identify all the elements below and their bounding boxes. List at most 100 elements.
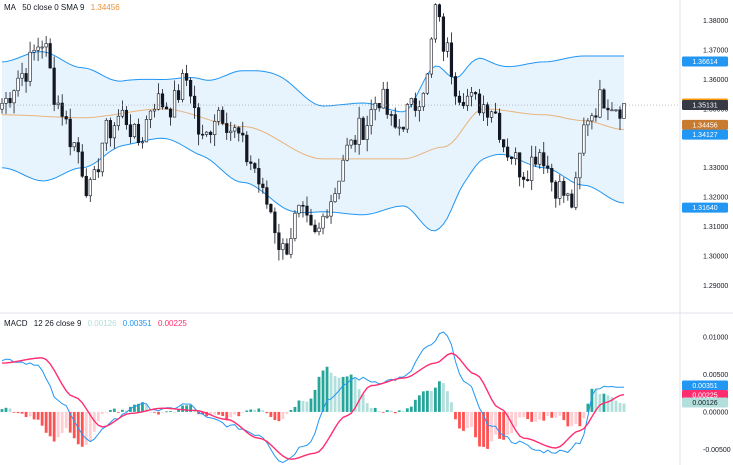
candle-body: [28, 51, 32, 82]
macd-histogram-bar: [530, 411, 534, 422]
macd-histogram-bar: [365, 403, 369, 412]
price-tag: [682, 56, 728, 67]
macd-histogram-bar: [361, 394, 365, 412]
macd-histogram-bar: [169, 410, 172, 412]
macd-histogram-bar: [401, 410, 405, 412]
candle-body: [586, 120, 590, 126]
candle-body: [574, 177, 578, 208]
candle-body: [562, 181, 566, 196]
candle-body: [598, 89, 602, 118]
macd-histogram-bar: [100, 411, 104, 415]
candle-body: [68, 118, 72, 148]
macd-histogram-bar: [333, 376, 337, 412]
macd-histogram-bar: [413, 399, 417, 412]
macd-histogram-bar: [165, 411, 168, 413]
candle-body: [44, 43, 48, 48]
macd-histogram-bar: [64, 411, 68, 429]
macd-histogram-bar: [213, 411, 217, 415]
candle-body: [321, 215, 325, 229]
macd-histogram-bar: [526, 411, 530, 420]
candle-body: [457, 95, 462, 103]
candle-body: [277, 232, 281, 250]
macd-histogram-bar: [301, 400, 305, 412]
macd-histogram-bar: [337, 377, 341, 412]
macd-histogram-bar: [84, 411, 88, 445]
candle-body: [52, 67, 56, 105]
macd-histogram-bar: [582, 411, 586, 419]
candle-body: [164, 106, 169, 110]
macd-histogram-bar: [249, 409, 253, 412]
candle-body: [502, 139, 506, 148]
macd-axis[interactable]: 0.01000 0.00500 0.00000 -0.00500 0.00351 0.00…: [682, 334, 731, 454]
macd-line: [1, 331, 625, 464]
macd-histogram-bar: [558, 411, 562, 416]
macd-pane[interactable]: [0, 331, 626, 464]
candle-body: [273, 211, 277, 234]
candle-body: [590, 115, 594, 122]
candle-body: [425, 73, 429, 94]
candle-body: [96, 169, 100, 173]
candle-body: [193, 95, 197, 108]
candle-body: [582, 124, 586, 154]
candle-body: [172, 90, 177, 118]
macd-histogram-bar: [542, 411, 546, 421]
candle-body: [160, 93, 165, 108]
macd-histogram-bar: [309, 398, 313, 412]
candle-body: [301, 204, 305, 207]
candle-body: [205, 131, 209, 135]
macd-histogram-bar: [229, 411, 233, 418]
macd-histogram-bar: [225, 411, 229, 421]
candle-body: [245, 134, 249, 163]
macd-histogram-bar: [28, 411, 32, 417]
price-pane[interactable]: [0, 3, 680, 261]
macd-histogram-bar: [341, 376, 345, 412]
price-tick-label: 1.33000: [703, 165, 728, 172]
candle-body: [389, 114, 393, 116]
macd-histogram-bar: [409, 406, 413, 412]
bollinger-upper-line: [1, 51, 624, 113]
macd-histogram-bar: [257, 408, 261, 412]
candle-body: [377, 102, 381, 109]
candle-body: [373, 102, 377, 110]
candle-body: [485, 104, 490, 118]
macd-histogram-bar: [24, 411, 28, 418]
macd-histogram-bar: [381, 411, 385, 413]
macd-histogram-bar: [373, 407, 377, 412]
macd-histogram-bar: [594, 388, 598, 412]
macd-legend-macd-value: 0.00351: [122, 319, 152, 328]
macd-histogram-bar: [498, 411, 501, 439]
macd-histogram-bar: [112, 408, 116, 412]
candle-body: [606, 107, 610, 111]
candle-body: [337, 180, 341, 194]
macd-histogram-bar: [104, 411, 108, 413]
candle-body: [437, 4, 442, 18]
price-tag-label: 1.36614: [692, 59, 717, 66]
macd-tick-label: 0.01000: [703, 334, 728, 341]
macd-histogram-bar: [454, 411, 457, 420]
price-axis[interactable]: 1.380001.370001.360001.350001.330001.320…: [682, 18, 728, 290]
macd-histogram-bar: [574, 411, 578, 424]
candle-body: [317, 227, 321, 233]
candle-body: [614, 109, 618, 112]
macd-histogram-bar: [293, 406, 297, 412]
macd-histogram-bar: [253, 409, 257, 412]
candle-body: [209, 131, 213, 136]
candle-body: [453, 76, 458, 97]
macd-value-tag: [682, 397, 728, 408]
macd-tick-label: -0.00500: [703, 447, 731, 454]
macd-histogram-bar: [614, 400, 618, 412]
macd-histogram-bar: [421, 391, 425, 412]
macd-histogram-bar: [506, 411, 510, 435]
macd-histogram-bar: [317, 376, 321, 412]
macd-histogram-bar: [566, 411, 570, 427]
price-tag: [682, 100, 728, 111]
macd-histogram-bar: [494, 411, 497, 435]
macd-histogram-bar: [285, 411, 289, 414]
candle-body: [36, 46, 40, 51]
candle-body: [152, 108, 157, 112]
macd-histogram-bar: [201, 411, 205, 415]
macd-histogram-bar: [137, 403, 140, 412]
candle-body: [477, 93, 482, 114]
macd-histogram-bar: [125, 410, 128, 412]
